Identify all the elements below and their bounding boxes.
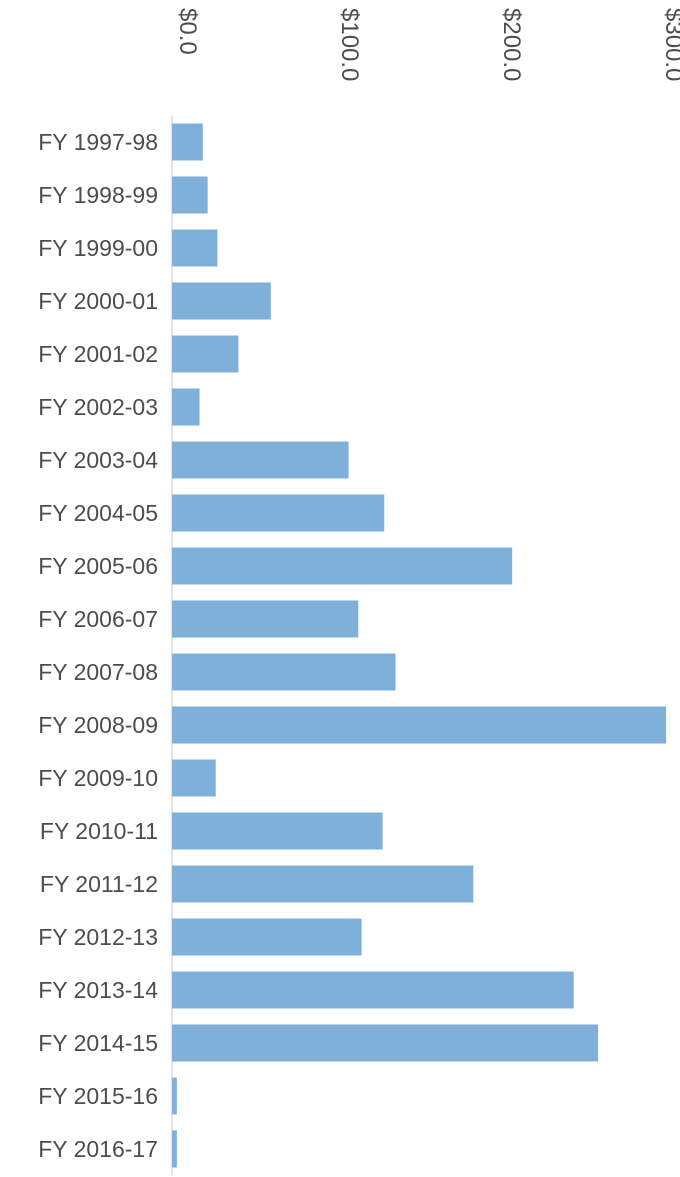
bar bbox=[172, 759, 216, 797]
category-label: FY 1999-00 bbox=[38, 235, 158, 261]
bar bbox=[172, 547, 513, 585]
category-label: FY 2006-07 bbox=[38, 606, 158, 632]
bar bbox=[172, 388, 200, 426]
bar bbox=[172, 653, 396, 691]
bar bbox=[172, 123, 203, 161]
bar bbox=[172, 176, 208, 214]
bar bbox=[172, 1024, 599, 1062]
category-label: FY 2012-13 bbox=[38, 924, 158, 950]
bar bbox=[172, 282, 271, 320]
bar bbox=[172, 706, 667, 744]
category-label: FY 2015-16 bbox=[38, 1083, 158, 1109]
category-label: FY 1998-99 bbox=[38, 182, 158, 208]
bar bbox=[172, 441, 349, 479]
category-label: FY 2005-06 bbox=[38, 553, 158, 579]
x-axis-ticks: $0.0 $100.0 $200.0 $300.0 bbox=[174, 8, 680, 81]
category-label: FY 2010-11 bbox=[40, 818, 158, 844]
category-label: FY 2013-14 bbox=[38, 977, 158, 1003]
bars bbox=[172, 123, 667, 1168]
bar bbox=[172, 229, 218, 267]
bar bbox=[172, 865, 474, 903]
bar bbox=[172, 918, 362, 956]
category-label: FY 2007-08 bbox=[38, 659, 158, 685]
bar bbox=[172, 494, 385, 532]
bar bbox=[172, 600, 359, 638]
category-label: FY 2001-02 bbox=[38, 341, 158, 367]
category-label: FY 2011-12 bbox=[40, 871, 158, 897]
category-label: FY 2016-17 bbox=[38, 1136, 158, 1162]
x-tick-label: $0.0 bbox=[174, 8, 201, 55]
x-tick-label: $300.0 bbox=[660, 8, 680, 81]
x-tick-label: $100.0 bbox=[336, 8, 363, 81]
bar bbox=[172, 335, 239, 373]
bar bbox=[172, 971, 574, 1009]
category-label: FY 1997-98 bbox=[38, 129, 158, 155]
category-labels: FY 1997-98 FY 1998-99 FY 1999-00 FY 2000-01… bbox=[38, 129, 158, 1162]
bar bbox=[172, 812, 383, 850]
category-label: FY 2004-05 bbox=[38, 500, 158, 526]
category-label: FY 2009-10 bbox=[38, 765, 158, 791]
category-label: FY 2014-15 bbox=[38, 1030, 158, 1056]
category-label: FY 2002-03 bbox=[38, 394, 158, 420]
category-label: FY 2000-01 bbox=[38, 288, 158, 314]
x-tick-label: $200.0 bbox=[498, 8, 525, 81]
category-label: FY 2008-09 bbox=[38, 712, 158, 738]
bar bbox=[172, 1077, 177, 1115]
category-label: FY 2003-04 bbox=[38, 447, 158, 473]
bar bbox=[172, 1130, 177, 1168]
